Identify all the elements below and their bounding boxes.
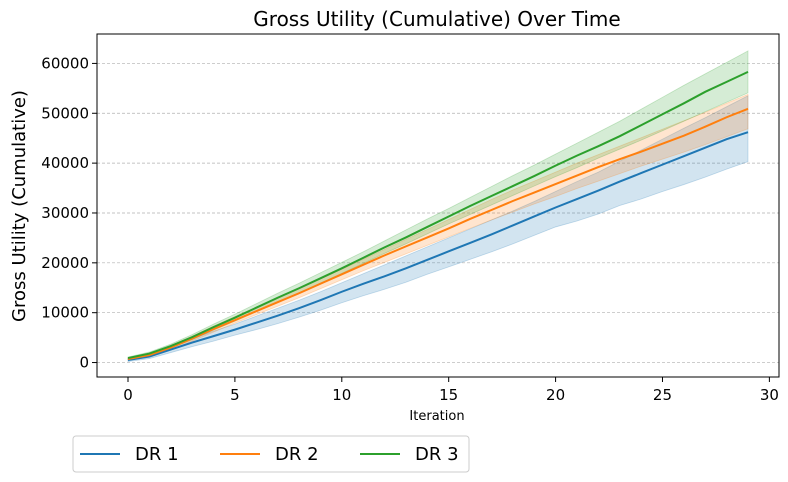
legend-frame xyxy=(72,435,470,473)
chart-title: Gross Utility (Cumulative) Over Time xyxy=(253,7,620,31)
x-tick-label: 20 xyxy=(546,386,565,404)
x-tick-label: 25 xyxy=(653,386,672,404)
dr-1-legend-label: DR 1 xyxy=(135,444,179,465)
dr-3-legend-label: DR 3 xyxy=(415,444,459,465)
x-axis: 0 5 10 15 20 25 30 xyxy=(123,377,779,404)
y-tick-label: 20000 xyxy=(41,254,89,272)
legend: DR 1 DR 2 DR 3 xyxy=(72,435,470,473)
bands xyxy=(127,50,749,363)
x-tick-label: 15 xyxy=(439,386,458,404)
x-tick-label: 30 xyxy=(760,386,779,404)
x-tick-label: 10 xyxy=(332,386,351,404)
dr-2-line xyxy=(127,107,749,361)
y-axis-label: Gross Utility (Cumulative) xyxy=(9,90,30,322)
dr-1-band xyxy=(127,95,749,363)
y-tick-label: 10000 xyxy=(41,304,89,322)
plot-frame xyxy=(96,33,780,378)
x-tick-label: 5 xyxy=(230,386,240,404)
y-tick-label: 50000 xyxy=(41,104,89,122)
series-lines xyxy=(127,70,749,362)
x-axis-label: Iteration xyxy=(409,409,464,424)
dr-2-legend-label: DR 2 xyxy=(275,444,319,465)
y-tick-label: 30000 xyxy=(41,204,89,222)
grid xyxy=(97,63,779,363)
x-tick-label: 0 xyxy=(123,386,133,404)
dr-1-line xyxy=(127,131,749,362)
y-axis: 0 10000 20000 30000 40000 50000 60000 xyxy=(41,54,97,372)
y-tick-label: 0 xyxy=(79,354,89,372)
y-tick-label: 40000 xyxy=(41,154,89,172)
y-tick-label: 60000 xyxy=(41,54,89,72)
dr-3-line xyxy=(127,70,749,360)
